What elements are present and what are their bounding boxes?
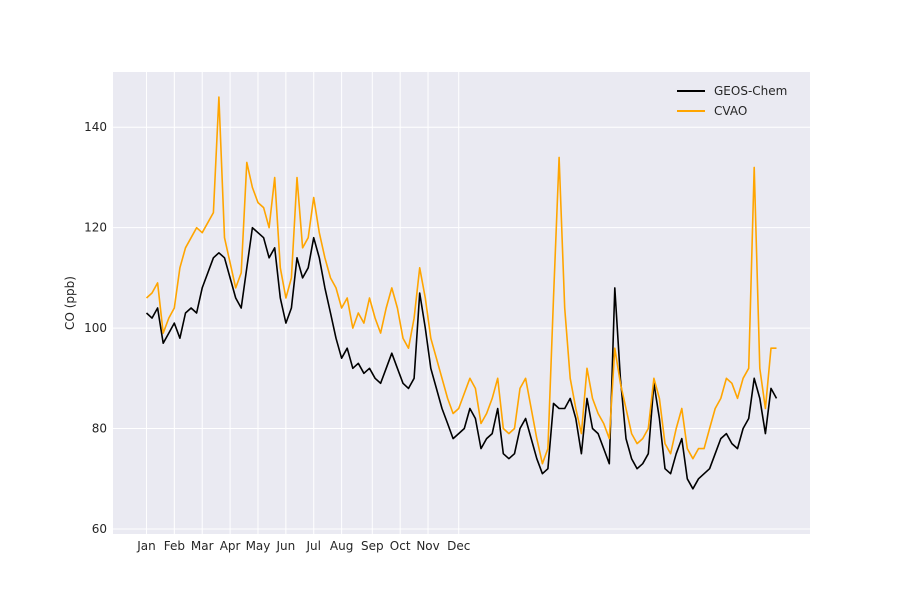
x-tick-label-jun: Jun xyxy=(275,539,295,553)
y-axis-label: CO (ppb) xyxy=(63,276,77,330)
x-tick-label-aug: Aug xyxy=(330,539,353,553)
legend-label-cvao: CVAO xyxy=(714,104,747,118)
series-line-cvao xyxy=(145,96,777,465)
x-tick-label-dec: Dec xyxy=(447,539,470,553)
grid-lines xyxy=(113,72,810,534)
legend: GEOS-Chem CVAO xyxy=(668,78,806,126)
legend-background xyxy=(668,78,806,126)
y-tick-label: 60 xyxy=(92,522,107,536)
y-tick-label: 140 xyxy=(84,120,107,134)
x-tick-label-mar: Mar xyxy=(191,539,214,553)
y-tick-label: 120 xyxy=(84,221,107,235)
x-tick-label-jan: Jan xyxy=(136,539,156,553)
x-tick-label-may: May xyxy=(246,539,271,553)
legend-label-geos-chem: GEOS-Chem xyxy=(714,84,787,98)
x-tick-label-jul: Jul xyxy=(305,539,320,553)
y-tick-label: 100 xyxy=(84,321,107,335)
x-tick-label-apr: Apr xyxy=(220,539,241,553)
x-tick-label-feb: Feb xyxy=(164,539,185,553)
series-line-geos-chem xyxy=(145,226,778,490)
y-tick-label: 80 xyxy=(92,422,107,436)
x-tick-label-sep: Sep xyxy=(361,539,384,553)
x-tick-label-oct: Oct xyxy=(390,539,411,553)
axis-ticks: 60 80 100 120 140 Jan Feb Mar Apr May Jun Jul Aug Sep… xyxy=(84,120,470,553)
x-tick-label-nov: Nov xyxy=(416,539,439,553)
series-lines xyxy=(145,96,778,490)
